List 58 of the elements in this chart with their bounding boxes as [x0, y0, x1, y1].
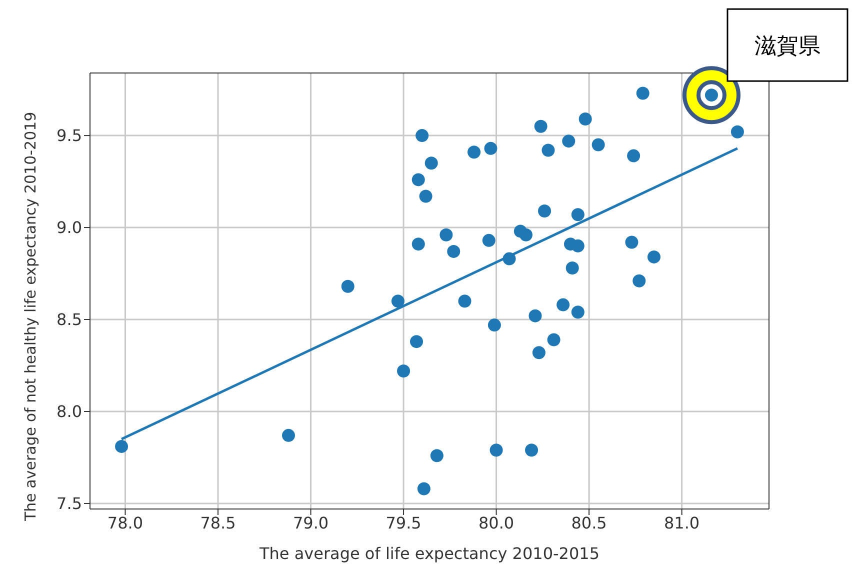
x-tick-label: 80.5	[571, 513, 607, 532]
point	[627, 149, 640, 162]
point	[115, 440, 128, 453]
point	[632, 274, 646, 288]
point	[547, 333, 560, 346]
point	[571, 208, 584, 222]
point	[412, 238, 425, 251]
annotation: 滋賀県	[754, 34, 820, 60]
point	[534, 120, 548, 133]
point	[578, 112, 592, 126]
x-tick-label: 81.0	[664, 513, 700, 532]
point	[528, 309, 542, 322]
point	[419, 190, 432, 203]
point	[571, 239, 584, 252]
y-axis-title: The average of not healthy life expectancy 2010-2019	[21, 112, 40, 522]
x-tick-label: 79.5	[386, 513, 422, 532]
point	[458, 294, 472, 308]
point	[519, 228, 532, 242]
x-axis-title: The average of life expectancy 2010-2015	[258, 544, 600, 563]
point	[556, 298, 570, 312]
point	[566, 262, 579, 275]
point	[647, 250, 660, 264]
point	[636, 86, 650, 100]
point	[282, 428, 296, 442]
y-tick-label: 9.5	[56, 126, 82, 146]
point	[490, 444, 503, 457]
point	[447, 244, 460, 258]
point	[488, 318, 501, 332]
point	[416, 129, 429, 142]
point	[542, 144, 555, 157]
point	[484, 142, 498, 155]
point	[397, 364, 410, 378]
point	[468, 146, 481, 159]
y-tick-label: 8.0	[56, 402, 82, 422]
point	[482, 234, 496, 247]
point	[571, 306, 584, 319]
point	[430, 449, 444, 462]
point	[730, 125, 744, 138]
point	[525, 444, 538, 457]
x-tick-label: 79.0	[292, 513, 329, 532]
y-tick-label: 7.5	[56, 494, 82, 514]
point	[410, 335, 424, 348]
point	[440, 228, 453, 242]
x-tick-label: 80.0	[478, 513, 514, 532]
point	[391, 294, 404, 308]
y-tick-label: 9.0	[56, 218, 82, 238]
point	[592, 138, 605, 152]
x-tick-label: 78.0	[107, 513, 144, 532]
point	[562, 134, 576, 148]
point	[424, 156, 438, 170]
point	[412, 173, 425, 186]
point	[538, 204, 552, 218]
point	[625, 236, 638, 249]
point	[417, 482, 430, 496]
point	[532, 346, 546, 360]
x-tick-label: 78.5	[200, 513, 236, 532]
point	[341, 280, 354, 293]
y-tick-label: 8.5	[56, 310, 82, 330]
